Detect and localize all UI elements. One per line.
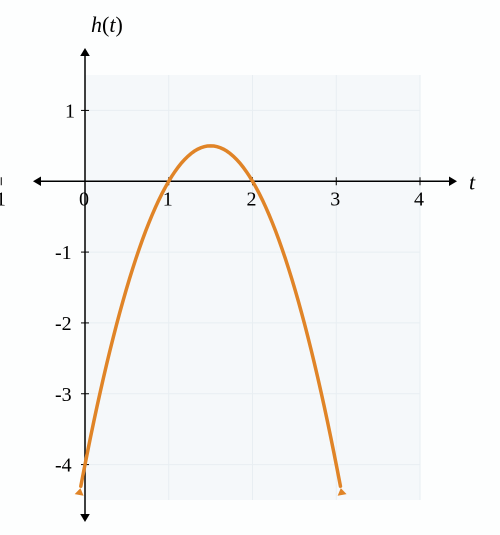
y-tick-label: -1 bbox=[55, 242, 72, 264]
chart-container: -101234-4-3-2-11h(t)t bbox=[0, 0, 500, 535]
curve-arrow-icon bbox=[75, 488, 84, 496]
y-tick-label: -4 bbox=[55, 455, 72, 477]
x-tick-label: 3 bbox=[330, 188, 340, 210]
y-tick-label: -3 bbox=[55, 384, 72, 406]
axis-arrow-icon bbox=[80, 48, 90, 56]
x-tick-label: 0 bbox=[79, 188, 89, 210]
axis-arrow-icon bbox=[80, 514, 90, 522]
y-tick-label: -2 bbox=[55, 313, 72, 335]
x-tick-label: -1 bbox=[0, 188, 6, 210]
y-tick-label: 1 bbox=[65, 100, 75, 122]
y-axis-label: h(t) bbox=[91, 12, 123, 37]
axis-arrow-icon bbox=[33, 176, 41, 186]
x-tick-label: 4 bbox=[414, 188, 424, 210]
x-axis-label: t bbox=[469, 169, 476, 194]
axis-arrow-icon bbox=[449, 176, 457, 186]
x-tick-label: 2 bbox=[247, 188, 257, 210]
parabola-chart: -101234-4-3-2-11h(t)t bbox=[0, 0, 500, 535]
